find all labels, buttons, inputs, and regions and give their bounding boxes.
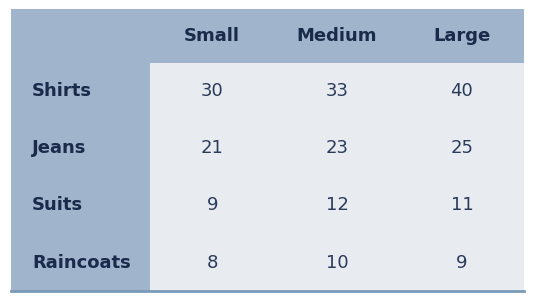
Text: 30: 30 xyxy=(201,82,224,100)
FancyBboxPatch shape xyxy=(11,177,150,234)
Text: Large: Large xyxy=(433,27,491,45)
Text: 9: 9 xyxy=(456,254,468,272)
Text: 33: 33 xyxy=(326,82,348,100)
Text: 25: 25 xyxy=(450,140,473,158)
Text: Medium: Medium xyxy=(297,27,377,45)
Text: 10: 10 xyxy=(326,254,348,272)
Text: 8: 8 xyxy=(207,254,218,272)
FancyBboxPatch shape xyxy=(274,63,400,120)
Text: 21: 21 xyxy=(201,140,224,158)
Text: Jeans: Jeans xyxy=(32,140,87,158)
FancyBboxPatch shape xyxy=(400,9,524,63)
FancyBboxPatch shape xyxy=(150,234,274,291)
Text: Small: Small xyxy=(184,27,240,45)
Text: Raincoats: Raincoats xyxy=(32,254,131,272)
FancyBboxPatch shape xyxy=(400,63,524,120)
FancyBboxPatch shape xyxy=(150,9,274,63)
FancyBboxPatch shape xyxy=(274,177,400,234)
FancyBboxPatch shape xyxy=(400,234,524,291)
FancyBboxPatch shape xyxy=(274,9,400,63)
Text: 40: 40 xyxy=(450,82,473,100)
FancyBboxPatch shape xyxy=(274,234,400,291)
FancyBboxPatch shape xyxy=(400,120,524,177)
Text: 12: 12 xyxy=(326,196,348,214)
Text: Shirts: Shirts xyxy=(32,82,92,100)
FancyBboxPatch shape xyxy=(150,120,274,177)
FancyBboxPatch shape xyxy=(11,120,150,177)
FancyBboxPatch shape xyxy=(11,9,150,63)
FancyBboxPatch shape xyxy=(11,234,150,291)
Text: 23: 23 xyxy=(326,140,348,158)
FancyBboxPatch shape xyxy=(274,120,400,177)
Text: 9: 9 xyxy=(207,196,218,214)
FancyBboxPatch shape xyxy=(150,177,274,234)
FancyBboxPatch shape xyxy=(150,63,274,120)
FancyBboxPatch shape xyxy=(400,177,524,234)
Text: 11: 11 xyxy=(450,196,473,214)
FancyBboxPatch shape xyxy=(11,63,150,120)
Text: Suits: Suits xyxy=(32,196,83,214)
